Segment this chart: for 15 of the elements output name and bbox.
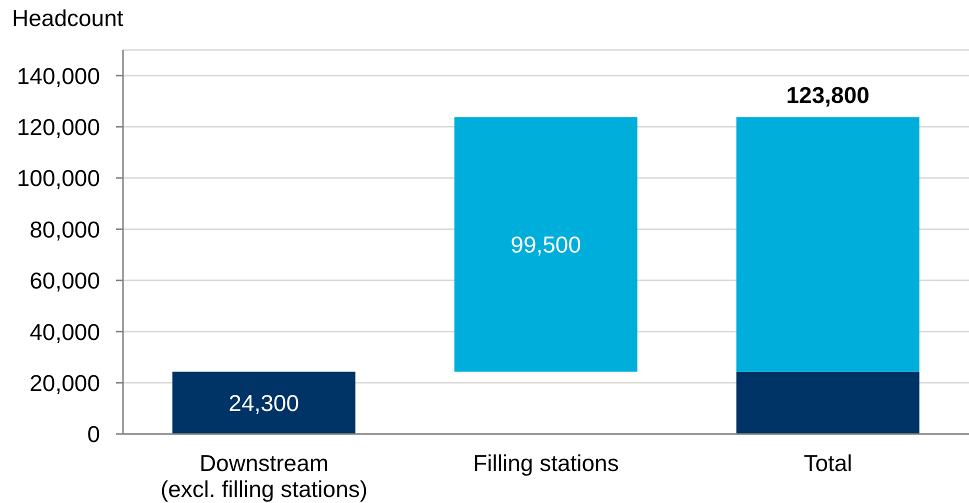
data-label: 99,500 bbox=[510, 232, 582, 258]
y-tick-label: 20,000 bbox=[30, 370, 100, 396]
y-tick-label: 120,000 bbox=[16, 114, 100, 140]
y-tick-label: 0 bbox=[87, 421, 100, 448]
data-label: 24,300 bbox=[228, 390, 300, 416]
total-label: 123,800 bbox=[786, 82, 870, 108]
y-tick-label: 100,000 bbox=[16, 165, 100, 192]
y-tick-label: 140,000 bbox=[16, 62, 100, 89]
y-axis-title: Headcount bbox=[12, 5, 124, 31]
y-tick-label: 40,000 bbox=[30, 318, 100, 345]
x-tick-label: Filling stations bbox=[473, 450, 619, 476]
y-tick-label: 80,000 bbox=[30, 216, 100, 242]
y-tick-label: 60,000 bbox=[30, 268, 100, 294]
x-tick-label: Total bbox=[804, 450, 852, 476]
x-tick-label: Downstream (excl. filling stations) bbox=[160, 450, 368, 502]
